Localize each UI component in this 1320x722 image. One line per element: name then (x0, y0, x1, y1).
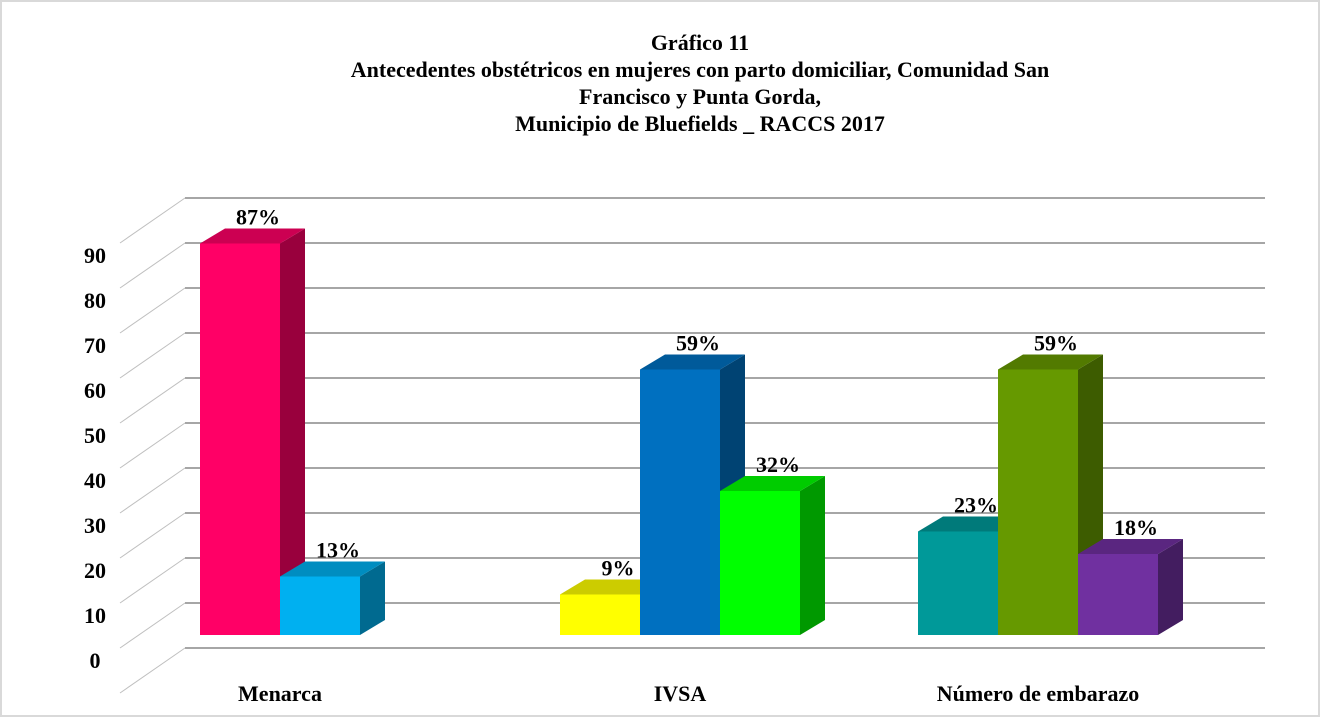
title-line: Gráfico 11 (651, 30, 749, 55)
y-tick-label: 0 (90, 648, 101, 673)
x-tick-label: IVSA (654, 681, 707, 706)
bar (720, 491, 800, 635)
data-label: 87% (236, 205, 280, 230)
grid-diagonal (119, 557, 186, 604)
data-label: 13% (316, 538, 360, 563)
y-tick-label: 70 (84, 333, 106, 358)
bar-top (720, 476, 825, 491)
y-tick-label: 60 (84, 378, 106, 403)
bar (918, 531, 998, 635)
grid-diagonal (119, 377, 186, 424)
grid-diagonal (119, 512, 186, 559)
grid-diagonal (119, 287, 186, 334)
bar-side (360, 561, 385, 635)
grid-diagonal (119, 242, 186, 289)
data-label: 32% (756, 452, 800, 477)
bar-top (998, 354, 1103, 370)
bar-side (280, 228, 305, 635)
bar-top (1078, 539, 1183, 554)
data-label: 18% (1114, 515, 1158, 540)
grid-diagonal (119, 602, 186, 649)
x-tick-label: Número de embarazo (937, 681, 1139, 706)
bar-top (280, 561, 385, 577)
grid-diagonal (119, 332, 186, 379)
title-line: Municipio de Bluefields _ RACCS 2017 (515, 111, 885, 136)
bar-top (918, 516, 1023, 532)
data-label: 59% (1034, 331, 1078, 356)
bar (560, 594, 640, 635)
grid-diagonal (119, 467, 186, 514)
floor-line (119, 197, 186, 244)
grid-diagonal (119, 422, 186, 469)
y-tick-label: 90 (84, 243, 106, 268)
y-tick-label: 20 (84, 558, 106, 583)
y-tick-label: 30 (84, 513, 106, 538)
bar (998, 369, 1078, 635)
grid-diagonal (119, 647, 186, 694)
bar-top (200, 228, 305, 244)
bar-top (560, 579, 665, 595)
y-tick-label: 40 (84, 468, 106, 493)
bar-top (640, 354, 745, 370)
bar (280, 576, 360, 635)
title-line: Antecedentes obstétricos en mujeres con … (351, 57, 1049, 82)
bar (1078, 554, 1158, 635)
y-tick-label: 50 (84, 423, 106, 448)
bar (640, 369, 720, 635)
y-tick-label: 80 (84, 288, 106, 313)
bar-side (800, 476, 825, 635)
data-label: 9% (602, 556, 635, 581)
bar-side (1158, 539, 1183, 635)
title-line: Francisco y Punta Gorda, (579, 84, 821, 109)
x-tick-label: Menarca (238, 681, 322, 706)
data-label: 23% (954, 493, 998, 518)
bar (200, 243, 280, 635)
y-tick-label: 10 (84, 603, 106, 628)
data-label: 59% (676, 331, 720, 356)
